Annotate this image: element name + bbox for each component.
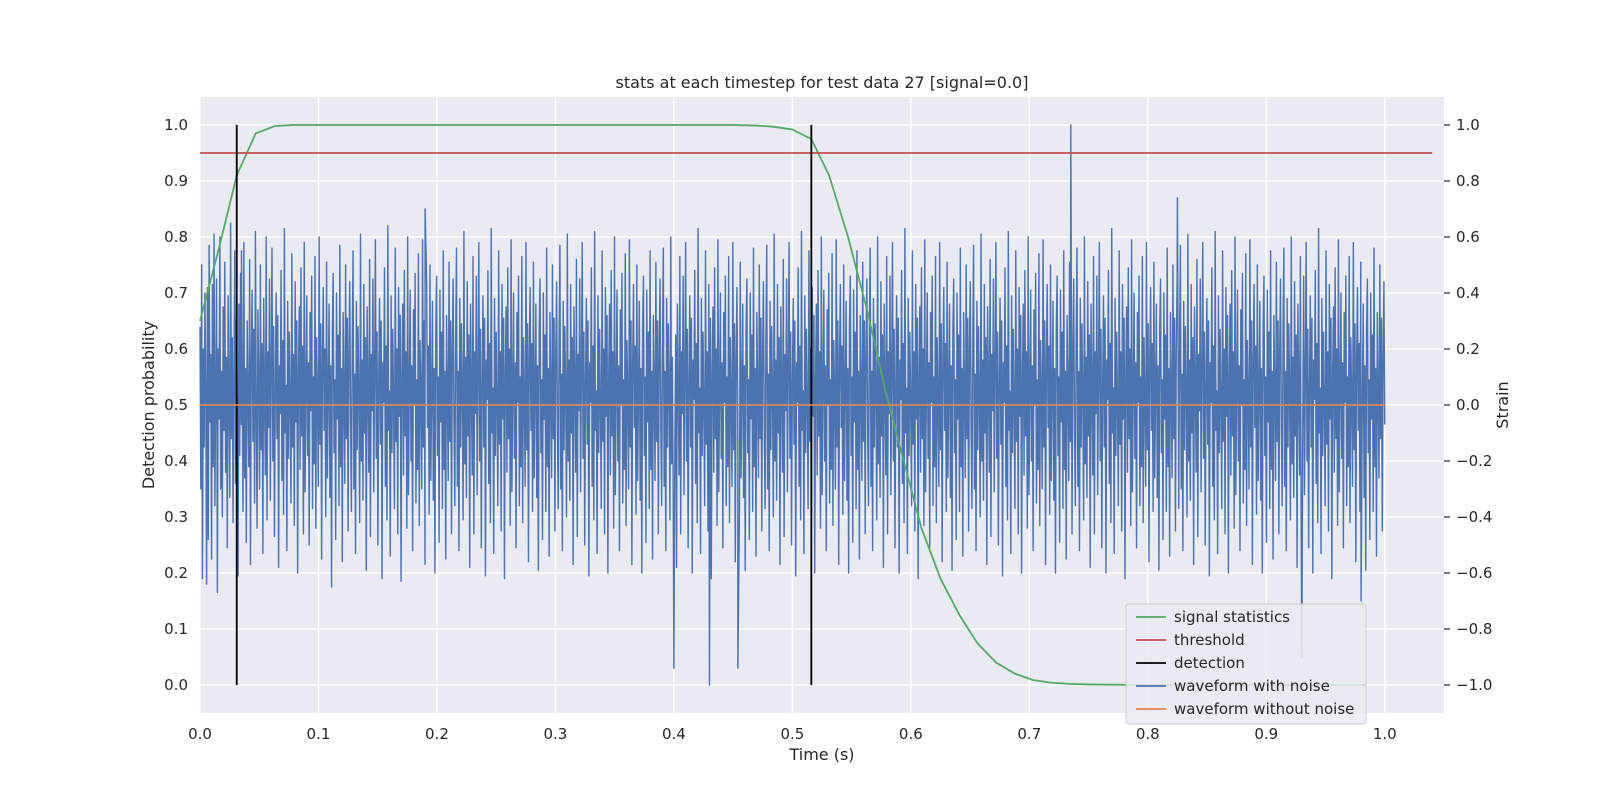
x-tick-label: 0.1	[307, 725, 331, 743]
y-tick-label: 0.3	[164, 508, 188, 526]
y-tick-label: 1.0	[164, 116, 188, 134]
right-axis: −1.0 −0.8 −0.6 −0.4 −0.2 0.0 0.2 0.4 0.6 0.8 1.0	[1444, 116, 1492, 694]
x-axis: 0.0 0.1 0.2 0.3 0.4 0.5 0.6 0.7 0.8 0.9 1.0	[188, 725, 1397, 743]
y-tick-label: 0.6	[164, 340, 188, 358]
x-tick-label: 0.6	[899, 725, 923, 743]
y-tick-label: 0.7	[164, 284, 188, 302]
series-signal-statistics	[199, 124, 1366, 686]
y-tick-label: 0.2	[164, 564, 188, 582]
legend: signal statistics threshold detection wa…	[1125, 603, 1367, 725]
left-axis: 0.0 0.1 0.2 0.3 0.4 0.5 0.6 0.7 0.8 0.9 1.0	[164, 116, 188, 694]
legend-box	[1125, 603, 1367, 725]
y-tick-label-right: 0.2	[1456, 340, 1480, 358]
legend-label-signal-statistics: signal statistics	[1174, 608, 1290, 626]
y-axis-title-right: Strain	[1493, 381, 1512, 428]
x-tick-label: 0.7	[1017, 725, 1041, 743]
x-tick-label: 0.9	[1254, 725, 1278, 743]
x-tick-label: 0.4	[662, 725, 686, 743]
x-axis-title: Time (s)	[788, 745, 854, 764]
y-tick-label: 0.1	[164, 620, 188, 638]
legend-label-waveform-with-noise: waveform with noise	[1174, 677, 1330, 695]
y-tick-label-right: −0.4	[1456, 508, 1492, 526]
x-tick-label: 0.5	[780, 725, 804, 743]
y-tick-label-right: −0.6	[1456, 564, 1492, 582]
legend-label-detection: detection	[1174, 654, 1245, 672]
y-tick-label: 0.9	[164, 172, 188, 190]
x-tick-label: 1.0	[1373, 725, 1397, 743]
y-tick-label: 0.4	[164, 452, 188, 470]
y-tick-label: 0.0	[164, 676, 188, 694]
series-waveform-with-noise	[199, 124, 1386, 686]
x-tick-label: 0.3	[543, 725, 567, 743]
y-tick-label-right: 1.0	[1456, 116, 1480, 134]
y-tick-label-right: −0.2	[1456, 452, 1492, 470]
y-tick-label-right: 0.0	[1456, 396, 1480, 414]
legend-label-threshold: threshold	[1174, 631, 1245, 649]
y-tick-label-right: −1.0	[1456, 676, 1492, 694]
legend-label-waveform-without-noise: waveform without noise	[1174, 700, 1354, 718]
y-axis-title: Detection probability	[139, 321, 158, 489]
y-tick-label-right: 0.4	[1456, 284, 1480, 302]
y-tick-label-right: 0.8	[1456, 172, 1480, 190]
y-tick-label: 0.5	[164, 396, 188, 414]
y-tick-label: 0.8	[164, 228, 188, 246]
x-tick-label: 0.8	[1136, 725, 1160, 743]
y-tick-label-right: 0.6	[1456, 228, 1480, 246]
y-tick-label-right: −0.8	[1456, 620, 1492, 638]
series-layer	[199, 124, 1433, 686]
x-tick-label: 0.2	[425, 725, 449, 743]
chart-title: stats at each timestep for test data 27 …	[616, 73, 1029, 92]
x-tick-label: 0.0	[188, 725, 212, 743]
